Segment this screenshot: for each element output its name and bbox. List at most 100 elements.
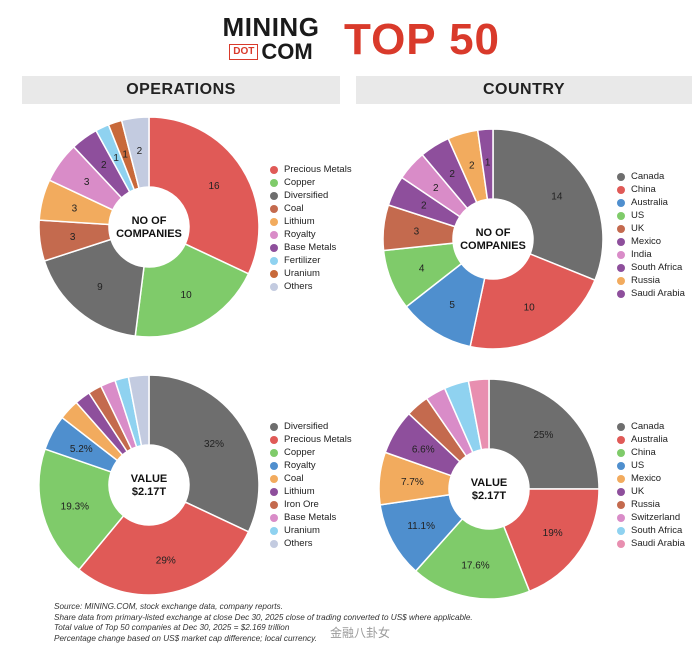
footer-line: Share data from primary-listed exchange … [54, 612, 473, 622]
legend-label: Coal [284, 203, 304, 214]
legend-swatch [270, 448, 278, 457]
legend-swatch [617, 237, 625, 246]
slice-label-diversified: 9 [97, 282, 103, 293]
slice-label-india: 2 [433, 183, 439, 194]
legend-item-russia: Russia [617, 274, 685, 287]
operations-count-legend: Precious Metals Copper Diversified Coal Lith… [270, 163, 352, 293]
slice-saudi-arabia [476, 128, 494, 201]
legend-swatch [617, 539, 625, 548]
legend-swatch [617, 500, 625, 509]
legend-swatch [617, 435, 625, 444]
footer-line: Total value of Top 50 companies at Dec 3… [54, 623, 290, 632]
legend-item-russia: Russia [617, 498, 685, 511]
slice-label-us: 4 [419, 263, 425, 274]
legend-swatch [617, 513, 625, 522]
slice-label-uk: 3 [414, 226, 420, 237]
legend-swatch [617, 276, 625, 285]
country-value-donut: 25% 19% 17.6% 11.1% 7.7% 6.6% VALUE$2.17T [378, 378, 600, 600]
slice-label-lithium: 3 [72, 203, 78, 214]
legend-item-copper: Copper [270, 446, 352, 459]
slice-label-royalty: 5.2% [70, 444, 93, 455]
legend-swatch [270, 256, 278, 265]
legend-label: Canada [631, 421, 665, 432]
legend-item-saudi-arabia: Saudi Arabia [617, 537, 685, 550]
legend-swatch [270, 165, 278, 174]
slice-label-diversified: 32% [204, 439, 224, 450]
slice-label-fertilizer: 1 [113, 153, 119, 164]
legend-label: China [631, 447, 656, 458]
legend-label: US [631, 460, 645, 471]
operations-value-donut: 32% 29% 19.3% 5.2% VALUE$2.17T [38, 374, 260, 596]
legend-label: US [631, 210, 645, 221]
watermark: 金融八卦女 [330, 626, 391, 640]
center-label: VALUE [471, 477, 507, 489]
legend-item-coal: Coal [270, 202, 352, 215]
legend-label: Copper [284, 447, 316, 458]
footer-line: Source: MINING.COM, stock exchange data,… [54, 602, 283, 611]
legend-swatch [270, 217, 278, 226]
legend-item-australia: Australia [617, 433, 685, 446]
slice-label-coal: 3 [70, 232, 76, 243]
legend-item-others: Others [270, 280, 352, 293]
legend-swatch [617, 474, 625, 483]
legend-label: Saudi Arabia [631, 538, 685, 549]
legend-label: Iron Ore [284, 499, 319, 510]
slice-label-australia: 19% [543, 528, 563, 539]
slice-canada [488, 378, 600, 490]
operations-value-legend: Diversified Precious Metals Copper Royalty C… [270, 420, 352, 550]
legend-label: Royalty [284, 460, 316, 471]
slice-canada [492, 128, 604, 282]
slice-label-base-metals: 2 [101, 160, 107, 171]
legend-swatch [270, 243, 278, 252]
legend-item-diversified: Diversified [270, 420, 352, 433]
legend-label: Saudi Arabia [631, 288, 685, 299]
legend-label: Others [284, 538, 313, 549]
legend-item-copper: Copper [270, 176, 352, 189]
center-label: COMPANIES [116, 228, 182, 240]
slice-precious-metals [148, 116, 260, 275]
legend-label: South Africa [631, 262, 683, 273]
legend-swatch [617, 487, 625, 496]
legend-label: Diversified [284, 421, 329, 432]
legend-swatch [617, 185, 625, 194]
slice-label-mexico: 7.7% [401, 477, 424, 488]
legend-item-royalty: Royalty [270, 228, 352, 241]
legend-item-australia: Australia [617, 196, 685, 209]
legend-label: Lithium [284, 216, 315, 227]
legend-swatch [617, 250, 625, 259]
legend-label: South Africa [631, 525, 683, 536]
logo-mining-text: MINING [222, 12, 320, 42]
slice-precious-metals [77, 501, 250, 596]
slice-label-us: 11.1% [407, 521, 435, 532]
slice-label-uk: 6.6% [412, 444, 435, 455]
section-header-operations: OPERATIONS [22, 76, 340, 104]
slice-saudi-arabia [467, 378, 490, 451]
source-notes: Source: MINING.COM, stock exchange data,… [54, 602, 674, 644]
legend-label: Russia [631, 499, 661, 510]
legend-label: China [631, 184, 656, 195]
legend-item-south-africa: South Africa [617, 261, 685, 274]
slice-label-mexico: 2 [421, 201, 427, 212]
legend-label: Diversified [284, 190, 329, 201]
logo-dot-badge: DOT [229, 44, 259, 60]
legend-item-canada: Canada [617, 170, 685, 183]
slice-copper [134, 243, 250, 338]
legend-item-base-metals: Base Metals [270, 241, 352, 254]
legend-item-saudi-arabia: Saudi Arabia [617, 287, 685, 300]
legend-label: Russia [631, 275, 661, 286]
legend-item-us: US [617, 209, 685, 222]
legend-item-precious-metals: Precious Metals [270, 433, 352, 446]
slice-label-copper: 19.3% [61, 501, 89, 512]
legend-label: Fertilizer [284, 255, 321, 266]
legend-item-south-africa: South Africa [617, 524, 685, 537]
slice-label-china: 10 [524, 302, 536, 313]
footer-line: Percentage change based on US$ market ca… [54, 633, 317, 643]
slice-label-south-africa: 2 [449, 169, 455, 180]
legend-swatch [617, 448, 625, 457]
legend-item-lithium: Lithium [270, 215, 352, 228]
page-title: TOP 50 [344, 15, 501, 64]
legend-label: Mexico [631, 473, 662, 484]
country-value-legend: Canada Australia China US Mexico UK Russia Swit… [617, 420, 685, 550]
legend-label: Precious Metals [284, 434, 352, 445]
